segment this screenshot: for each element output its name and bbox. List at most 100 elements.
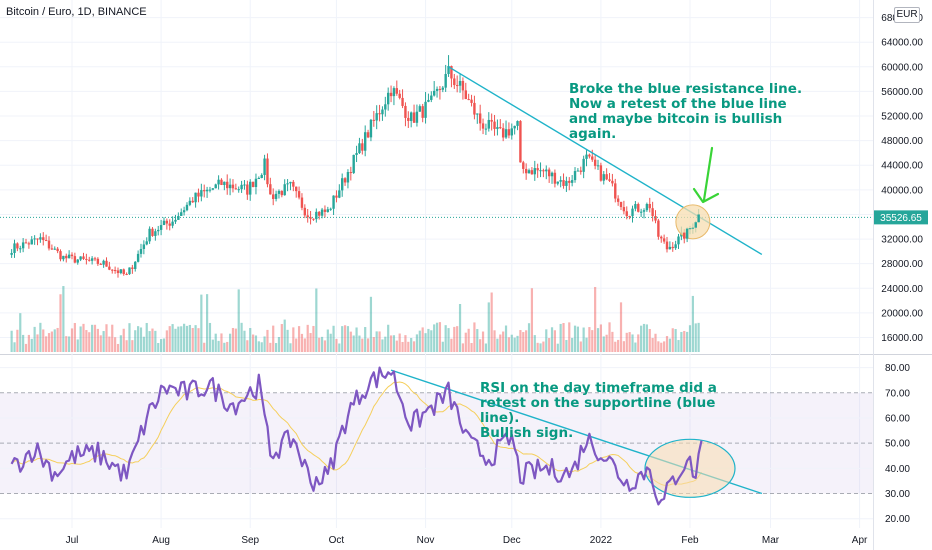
candle-body [289, 181, 292, 184]
arrow-shaft [702, 146, 714, 202]
volume-bar [226, 341, 229, 352]
price-annotation: Broke the blue resistance line. Now a re… [569, 81, 803, 142]
volume-bar [484, 343, 488, 352]
volume-bar [88, 332, 91, 352]
volume-bar [131, 340, 134, 352]
volume-bar [70, 328, 74, 352]
candle-body [504, 129, 508, 138]
volume-bar [125, 340, 128, 352]
volume-bar [645, 324, 648, 352]
volume-bar [335, 338, 338, 352]
candle-body [662, 238, 666, 242]
volume-bar [303, 338, 306, 352]
candle-body [119, 269, 123, 274]
volume-bar [280, 324, 283, 352]
volume-bar [688, 325, 692, 352]
candle-body [654, 215, 657, 221]
volume-bar [266, 329, 269, 352]
volume-bar [375, 331, 378, 352]
candle-body [527, 170, 531, 174]
candle-body [378, 113, 381, 115]
candle-body [424, 101, 427, 118]
volume-bar [180, 326, 183, 352]
volume-bar [85, 330, 88, 352]
candle-body [645, 203, 649, 211]
candle-body [19, 248, 22, 250]
volume-bar [430, 330, 433, 352]
volume-bar [246, 340, 249, 352]
volume-bar [260, 342, 263, 352]
volume-bar [191, 328, 194, 352]
candle-body [128, 267, 131, 275]
candle-body [361, 143, 364, 151]
candle-body [401, 97, 404, 106]
candle-body [312, 218, 315, 220]
volume-bar [139, 327, 143, 352]
candle-body [303, 207, 307, 216]
candle-body [395, 88, 399, 94]
volume-bar [381, 339, 384, 352]
candle-body [136, 253, 140, 262]
candle-body [375, 113, 378, 121]
candle-body [349, 172, 353, 174]
candle-body [473, 102, 476, 115]
volume-bar [91, 324, 94, 352]
candle-body [585, 154, 588, 159]
candle-body [113, 269, 117, 271]
volume-bar [277, 336, 281, 352]
candle-body [524, 168, 528, 174]
candle-body [70, 254, 74, 257]
candle-body [134, 261, 137, 269]
volume-bar [680, 331, 683, 352]
candle-body [165, 220, 169, 224]
rsi-tick-label: 70.00 [885, 388, 910, 399]
candle-body [559, 180, 562, 182]
candle-body [683, 232, 686, 239]
volume-bar [366, 338, 370, 352]
volume-bar [286, 329, 289, 352]
candle-body [568, 180, 571, 183]
volume-bar [240, 322, 243, 352]
volume-bar [59, 294, 62, 352]
candle-body [384, 104, 387, 110]
candle-body [631, 208, 634, 217]
candle-body [182, 210, 186, 213]
volume-bar [62, 286, 65, 352]
candle-body [208, 189, 212, 191]
candle-body [320, 209, 324, 216]
candle-body [634, 204, 637, 209]
volume-bar [493, 330, 496, 352]
candle-body [530, 170, 534, 175]
candle-body [545, 169, 548, 172]
volume-bar [516, 335, 519, 352]
candle-body [576, 170, 580, 172]
volume-bar [573, 325, 577, 352]
volume-bar [657, 341, 660, 352]
candle-body [59, 251, 62, 260]
volume-bar [571, 337, 574, 352]
candle-body [243, 184, 246, 186]
volume-bar [490, 292, 493, 352]
currency-button[interactable]: EUR [894, 7, 920, 23]
candle-body [249, 181, 252, 195]
candle-body [162, 220, 166, 226]
volume-bar [453, 326, 456, 352]
x-tick-label: Sep [241, 535, 259, 546]
candle-body [36, 238, 39, 240]
price-tick-label: 56000.00 [881, 87, 923, 98]
volume-bar [691, 295, 694, 352]
volume-bar [519, 330, 522, 352]
candle-body [246, 184, 249, 195]
candle-body [547, 169, 551, 177]
volume-bar [582, 327, 585, 352]
volume-bar [556, 343, 559, 352]
candle-body [24, 242, 28, 244]
candle-body [407, 117, 410, 121]
volume-bar [56, 327, 59, 352]
volume-bar [174, 328, 177, 352]
volume-bar [545, 329, 548, 352]
volume-bar [619, 302, 623, 352]
candle-body [441, 87, 444, 90]
candle-body [65, 255, 68, 259]
